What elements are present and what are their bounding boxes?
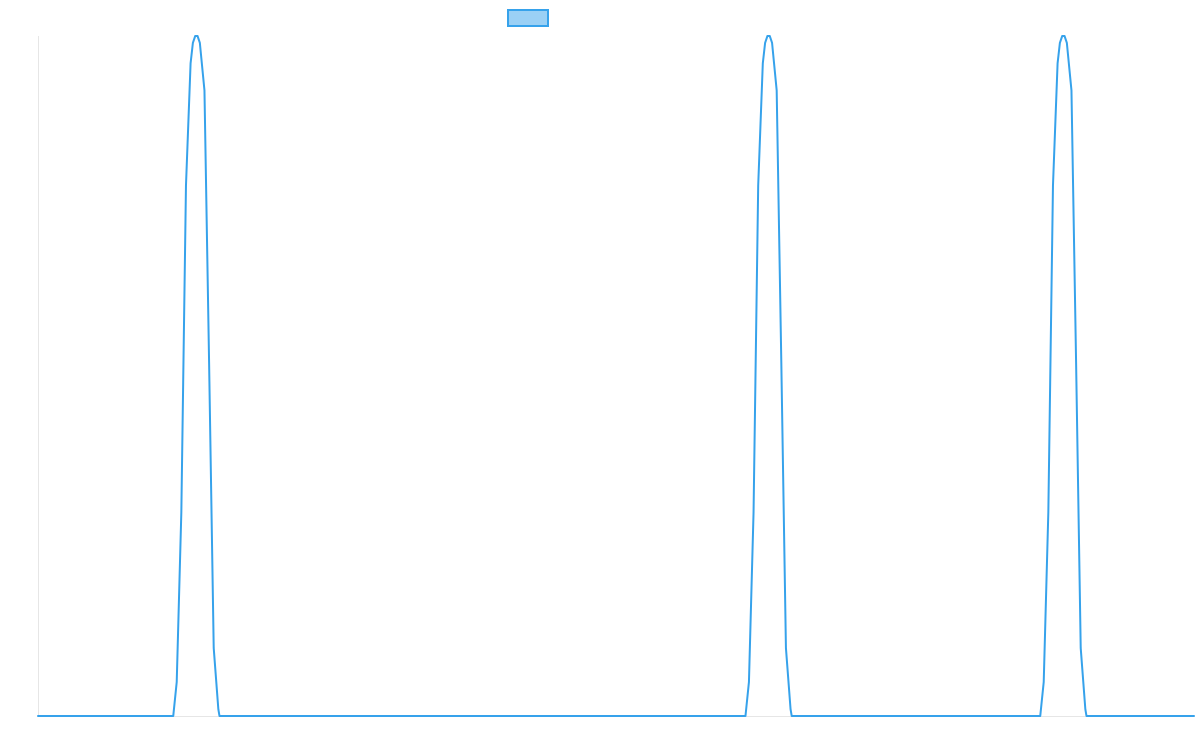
data-point[interactable] bbox=[1073, 359, 1079, 365]
data-point[interactable] bbox=[1062, 33, 1068, 39]
legend-swatch[interactable] bbox=[507, 9, 549, 27]
data-point[interactable] bbox=[751, 509, 757, 515]
data-point[interactable] bbox=[190, 40, 196, 46]
data-point[interactable] bbox=[216, 713, 222, 719]
data-point[interactable] bbox=[1050, 183, 1056, 189]
data-point[interactable] bbox=[170, 713, 176, 719]
data-point[interactable] bbox=[1055, 60, 1061, 66]
data-point[interactable] bbox=[760, 60, 766, 66]
data-point[interactable] bbox=[197, 40, 203, 46]
data-point[interactable] bbox=[769, 40, 775, 46]
data-point[interactable] bbox=[742, 713, 748, 719]
data-point[interactable] bbox=[774, 87, 780, 93]
data-point[interactable] bbox=[1083, 713, 1089, 719]
data-point[interactable] bbox=[1037, 713, 1043, 719]
data-point[interactable] bbox=[767, 33, 773, 39]
data-point[interactable] bbox=[1082, 706, 1088, 712]
data-point[interactable] bbox=[755, 183, 761, 189]
legend[interactable] bbox=[507, 9, 549, 27]
data-point[interactable] bbox=[206, 359, 212, 365]
data-point[interactable] bbox=[174, 679, 180, 685]
series-layer bbox=[37, 35, 1195, 717]
data-point[interactable] bbox=[1064, 40, 1070, 46]
data-point[interactable] bbox=[211, 645, 217, 651]
data-point[interactable] bbox=[1057, 40, 1063, 46]
data-point[interactable] bbox=[1041, 679, 1047, 685]
data-point[interactable] bbox=[215, 706, 221, 712]
data-point[interactable] bbox=[1078, 645, 1084, 651]
data-point[interactable] bbox=[1068, 87, 1074, 93]
data-point[interactable] bbox=[183, 183, 189, 189]
data-point[interactable] bbox=[195, 33, 201, 39]
series-line bbox=[37, 35, 1195, 717]
data-point[interactable] bbox=[201, 87, 207, 93]
data-point[interactable] bbox=[178, 509, 184, 515]
data-point[interactable] bbox=[762, 40, 768, 46]
data-point[interactable] bbox=[35, 713, 41, 719]
data-point[interactable] bbox=[778, 359, 784, 365]
data-point[interactable] bbox=[746, 679, 752, 685]
axes bbox=[38, 36, 1194, 717]
data-point[interactable] bbox=[1045, 509, 1051, 515]
data-point[interactable] bbox=[789, 713, 795, 719]
data-point[interactable] bbox=[783, 645, 789, 651]
data-point[interactable] bbox=[1191, 713, 1197, 719]
data-point[interactable] bbox=[788, 706, 794, 712]
data-point[interactable] bbox=[188, 60, 194, 66]
